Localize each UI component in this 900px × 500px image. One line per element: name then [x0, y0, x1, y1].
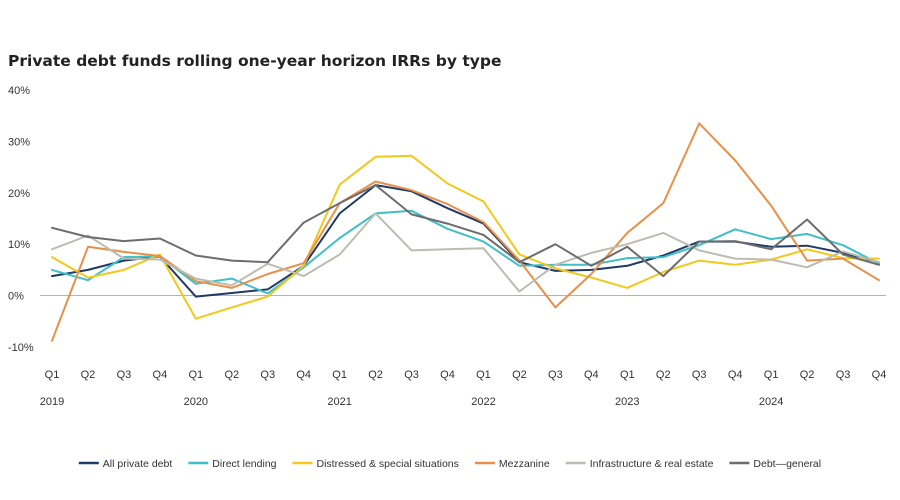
series-line — [51, 184, 880, 298]
legend-label: Direct lending — [212, 458, 276, 470]
x-tick-label: Q2 — [224, 369, 239, 381]
series-lines — [51, 122, 880, 342]
x-tick-label: Q3 — [548, 369, 563, 381]
series-line — [51, 209, 880, 295]
legend-item: All private debt — [78, 458, 173, 470]
series-line — [51, 184, 880, 278]
legend: All private debt Direct lending Distressed… — [78, 458, 821, 470]
x-tick-label: Q2 — [368, 369, 383, 381]
series-line — [51, 212, 880, 293]
x-tick-label: Q2 — [512, 369, 527, 381]
series-line — [51, 154, 880, 320]
legend-label: Distressed & special situations — [317, 458, 459, 470]
x-tick-label: Q2 — [800, 369, 815, 381]
legend-label: Debt—general — [753, 458, 821, 470]
y-tick-label: -10% — [8, 342, 34, 354]
x-tick-label: Q4 — [728, 369, 743, 381]
x-year-label: 2020 — [184, 396, 208, 408]
y-tick-label: 30% — [8, 136, 30, 148]
y-tick-label: 0% — [8, 291, 24, 303]
y-axis: -10% 0% 10% 20% 30% 40% — [8, 85, 34, 354]
x-tick-label: Q4 — [440, 369, 455, 381]
x-year-label: 2024 — [759, 396, 783, 408]
x-tick-label: Q3 — [260, 369, 275, 381]
x-tick-label: Q3 — [117, 369, 132, 381]
legend-label: Mezzanine — [499, 458, 550, 470]
y-tick-label: 20% — [8, 188, 30, 200]
legend-item: Direct lending — [188, 458, 277, 470]
chart-title: Private debt funds rolling one-year hori… — [8, 52, 501, 70]
y-tick-label: 40% — [8, 85, 30, 97]
legend-item: Debt—general — [729, 458, 821, 470]
x-tick-label: Q3 — [692, 369, 707, 381]
x-tick-label: Q2 — [81, 369, 96, 381]
x-tick-label: Q4 — [584, 369, 599, 381]
x-year-label: 2021 — [327, 396, 351, 408]
x-year-label: 2022 — [471, 396, 495, 408]
x-tick-label: Q4 — [872, 369, 887, 381]
legend-label: Infrastructure & real estate — [590, 458, 714, 470]
series-line — [51, 122, 880, 342]
x-tick-label: Q1 — [188, 369, 203, 381]
x-tick-label: Q3 — [404, 369, 419, 381]
x-axis: Q1 Q2 Q3 Q4 Q1 Q2 Q3 Q4 Q1 Q2 Q3 Q4 Q1 Q2 Q3 Q4 Q1 Q2 Q3 Q4… — [40, 369, 887, 408]
legend-item: Distressed & special situations — [292, 458, 459, 470]
x-tick-label: Q1 — [476, 369, 491, 381]
x-year-label: 2023 — [615, 396, 639, 408]
x-tick-label: Q1 — [332, 369, 347, 381]
legend-item: Mezzanine — [474, 458, 550, 470]
y-tick-label: 10% — [8, 239, 30, 251]
x-tick-label: Q4 — [296, 369, 311, 381]
x-tick-label: Q4 — [153, 369, 168, 381]
x-tick-label: Q1 — [45, 369, 60, 381]
legend-item: Infrastructure & real estate — [565, 458, 714, 470]
legend-label: All private debt — [103, 458, 173, 470]
x-tick-label: Q2 — [656, 369, 671, 381]
x-tick-label: Q1 — [764, 369, 779, 381]
x-year-label: 2019 — [40, 396, 64, 408]
x-tick-label: Q3 — [836, 369, 851, 381]
x-tick-label: Q1 — [620, 369, 635, 381]
